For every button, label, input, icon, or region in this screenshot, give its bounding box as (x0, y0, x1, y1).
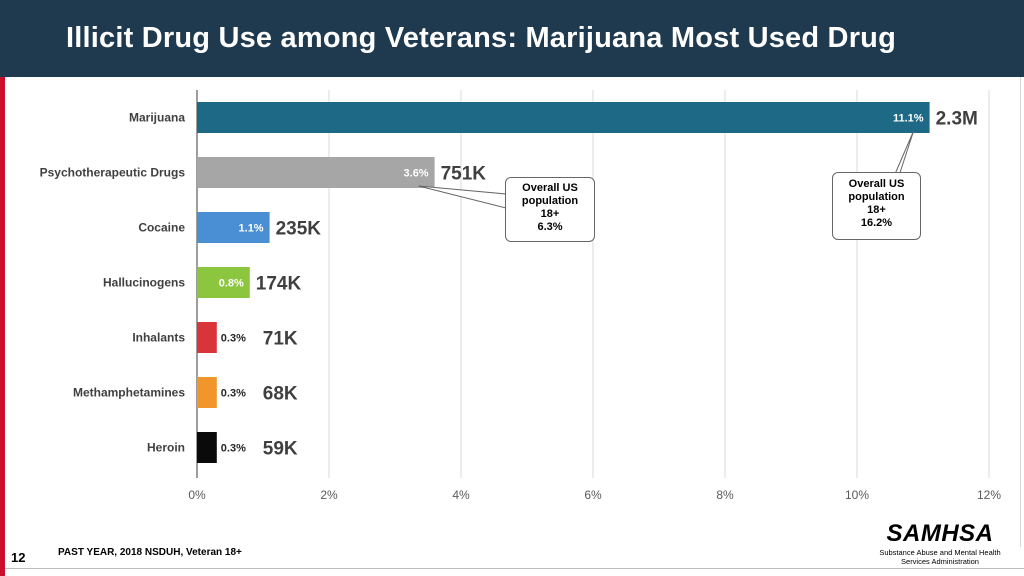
callout-line: Overall US (848, 178, 905, 190)
right-divider (1020, 77, 1021, 547)
x-tick-label: 12% (977, 488, 1001, 502)
count-label: 174K (256, 274, 302, 295)
category-label: Heroin (147, 441, 185, 455)
percent-label: 0.3% (221, 443, 246, 455)
x-tick-label: 2% (320, 488, 338, 502)
category-label: Inhalants (132, 331, 185, 345)
footer-divider (5, 568, 1024, 569)
callout-psychotherapeutic: Overall US population 18+ 6.3% (505, 177, 595, 242)
category-label: Hallucinogens (103, 276, 185, 290)
count-label: 751K (441, 164, 487, 185)
bar (197, 267, 250, 298)
percent-label: 3.6% (404, 168, 429, 180)
bar (197, 212, 270, 243)
logo-subtitle: Substance Abuse and Mental Health (879, 548, 1001, 557)
logo-subtitle: Services Administration (901, 557, 979, 566)
category-label: Cocaine (138, 221, 185, 235)
category-label: Psychotherapeutic Drugs (40, 166, 186, 180)
bar (197, 157, 435, 188)
count-label: 68K (263, 384, 298, 405)
category-label: Marijuana (129, 111, 185, 125)
percent-label: 0.3% (221, 333, 246, 345)
x-tick-label: 10% (845, 488, 869, 502)
count-label: 59K (263, 439, 298, 460)
callout-marijuana: Overall US population 18+ 16.2% (832, 172, 921, 240)
x-tick-label: 0% (188, 488, 206, 502)
callout-line: population (848, 191, 905, 203)
percent-label: 0.3% (221, 388, 246, 400)
percent-label: 1.1% (239, 223, 264, 235)
count-label: 71K (263, 329, 298, 350)
callout-line: 18+ (867, 204, 886, 216)
x-tick-label: 4% (452, 488, 470, 502)
page-number: 12 (11, 550, 26, 565)
bar (197, 377, 217, 408)
callout-line: Overall US (522, 182, 578, 194)
callout-line: 16.2% (860, 217, 893, 229)
page-title: Illicit Drug Use among Veterans: Marijua… (66, 22, 897, 54)
percent-label: 0.8% (219, 278, 244, 290)
source-note: PAST YEAR, 2018 NSDUH, Veteran 18+ (58, 547, 242, 558)
samhsa-logo: SAMHSA Substance Abuse and Mental Health… (870, 520, 1010, 566)
bar (197, 432, 217, 463)
count-label: 2.3M (936, 109, 978, 130)
category-label: Methamphetamines (73, 386, 185, 400)
callout-line: 18+ (540, 208, 560, 220)
logo-wordmark: SAMHSA (886, 520, 994, 547)
x-tick-label: 8% (716, 488, 734, 502)
count-label: 235K (276, 219, 322, 240)
accent-strip (0, 77, 5, 576)
callout-line: population (521, 195, 579, 207)
x-tick-label: 6% (584, 488, 602, 502)
callout-pointer (418, 185, 507, 209)
percent-label: 11.1% (893, 113, 924, 125)
title-bar: Illicit Drug Use among Veterans: Marijua… (0, 0, 1024, 77)
bar (197, 322, 217, 353)
bar (197, 102, 930, 133)
callout-line: 6.3% (537, 221, 563, 233)
